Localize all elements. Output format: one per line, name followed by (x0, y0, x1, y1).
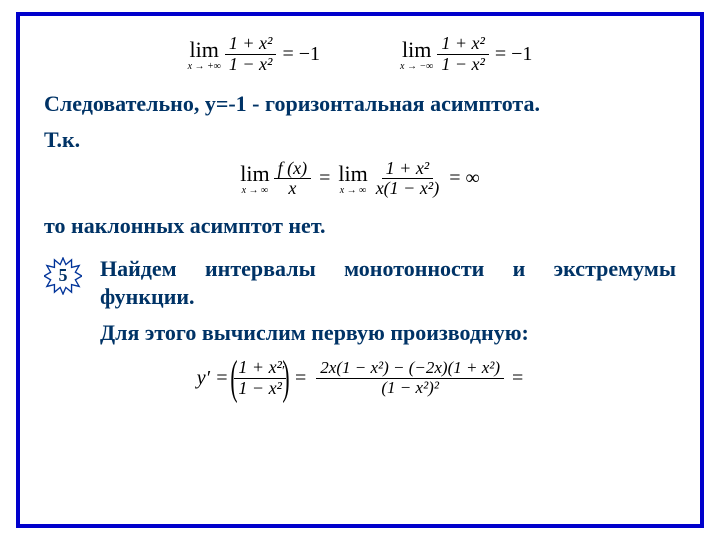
limit-result-1: = −1 (282, 43, 320, 66)
limit-fraction-2: 1 + x² 1 − x² (437, 34, 489, 75)
lim-word: lim (190, 37, 219, 63)
step-5-text: Найдем интервалы монотонности и экстрему… (100, 255, 676, 310)
limit-plus-inf: lim x → +∞ 1 + x² 1 − x² = −1 (188, 34, 320, 75)
consequently-line: Следовательно, у=-1 - горизонтальная аси… (44, 91, 676, 117)
limit-fraction-1: 1 + x² 1 − x² (225, 34, 277, 75)
limit-minus-inf: lim x → −∞ 1 + x² 1 − x² = −1 (400, 34, 532, 75)
top-limits-row: lim x → +∞ 1 + x² 1 − x² = −1 lim x → −∞… (44, 34, 676, 75)
derivative-formula: y′ = ( 1 + x² 1 − x² ) ′ = 2x(1 − x²) − … (44, 354, 676, 402)
step-5-subtext: Для этого вычислим первую производную: (100, 320, 676, 346)
since-line: Т.к. (44, 127, 676, 153)
lim-word: lim (402, 37, 431, 63)
step-5-row: 5 Найдем интервалы монотонности и экстре… (44, 255, 676, 310)
slide-frame: lim x → +∞ 1 + x² 1 − x² = −1 lim x → −∞… (16, 12, 704, 528)
step-badge: 5 (44, 257, 82, 295)
mid-formula: lim x → ∞ f (x) x = lim x → ∞ 1 + x² x(1… (44, 159, 676, 200)
step-number: 5 (59, 265, 68, 286)
lim-subscript-1: x → +∞ (188, 61, 221, 72)
no-oblique-line: то наклонных асимптот нет. (44, 213, 676, 239)
limit-result-2: = −1 (495, 43, 533, 66)
lim-subscript-2: x → −∞ (400, 61, 433, 72)
